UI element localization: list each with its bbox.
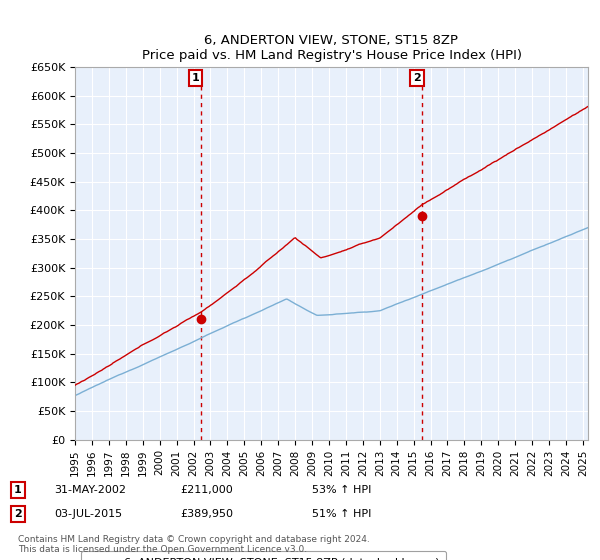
Legend: 6, ANDERTON VIEW, STONE, ST15 8ZP (detached house), HPI: Average price, detached: 6, ANDERTON VIEW, STONE, ST15 8ZP (detac… [80, 551, 446, 560]
Text: 2: 2 [14, 509, 22, 519]
Text: £211,000: £211,000 [180, 485, 233, 495]
Title: 6, ANDERTON VIEW, STONE, ST15 8ZP
Price paid vs. HM Land Registry's House Price : 6, ANDERTON VIEW, STONE, ST15 8ZP Price … [142, 34, 521, 62]
Text: 53% ↑ HPI: 53% ↑ HPI [312, 485, 371, 495]
Text: 51% ↑ HPI: 51% ↑ HPI [312, 509, 371, 519]
Text: Contains HM Land Registry data © Crown copyright and database right 2024.
This d: Contains HM Land Registry data © Crown c… [18, 535, 370, 554]
Text: £389,950: £389,950 [180, 509, 233, 519]
Text: 31-MAY-2002: 31-MAY-2002 [54, 485, 126, 495]
Text: 2: 2 [413, 73, 421, 83]
Text: 03-JUL-2015: 03-JUL-2015 [54, 509, 122, 519]
Text: 1: 1 [14, 485, 22, 495]
Text: 1: 1 [191, 73, 199, 83]
